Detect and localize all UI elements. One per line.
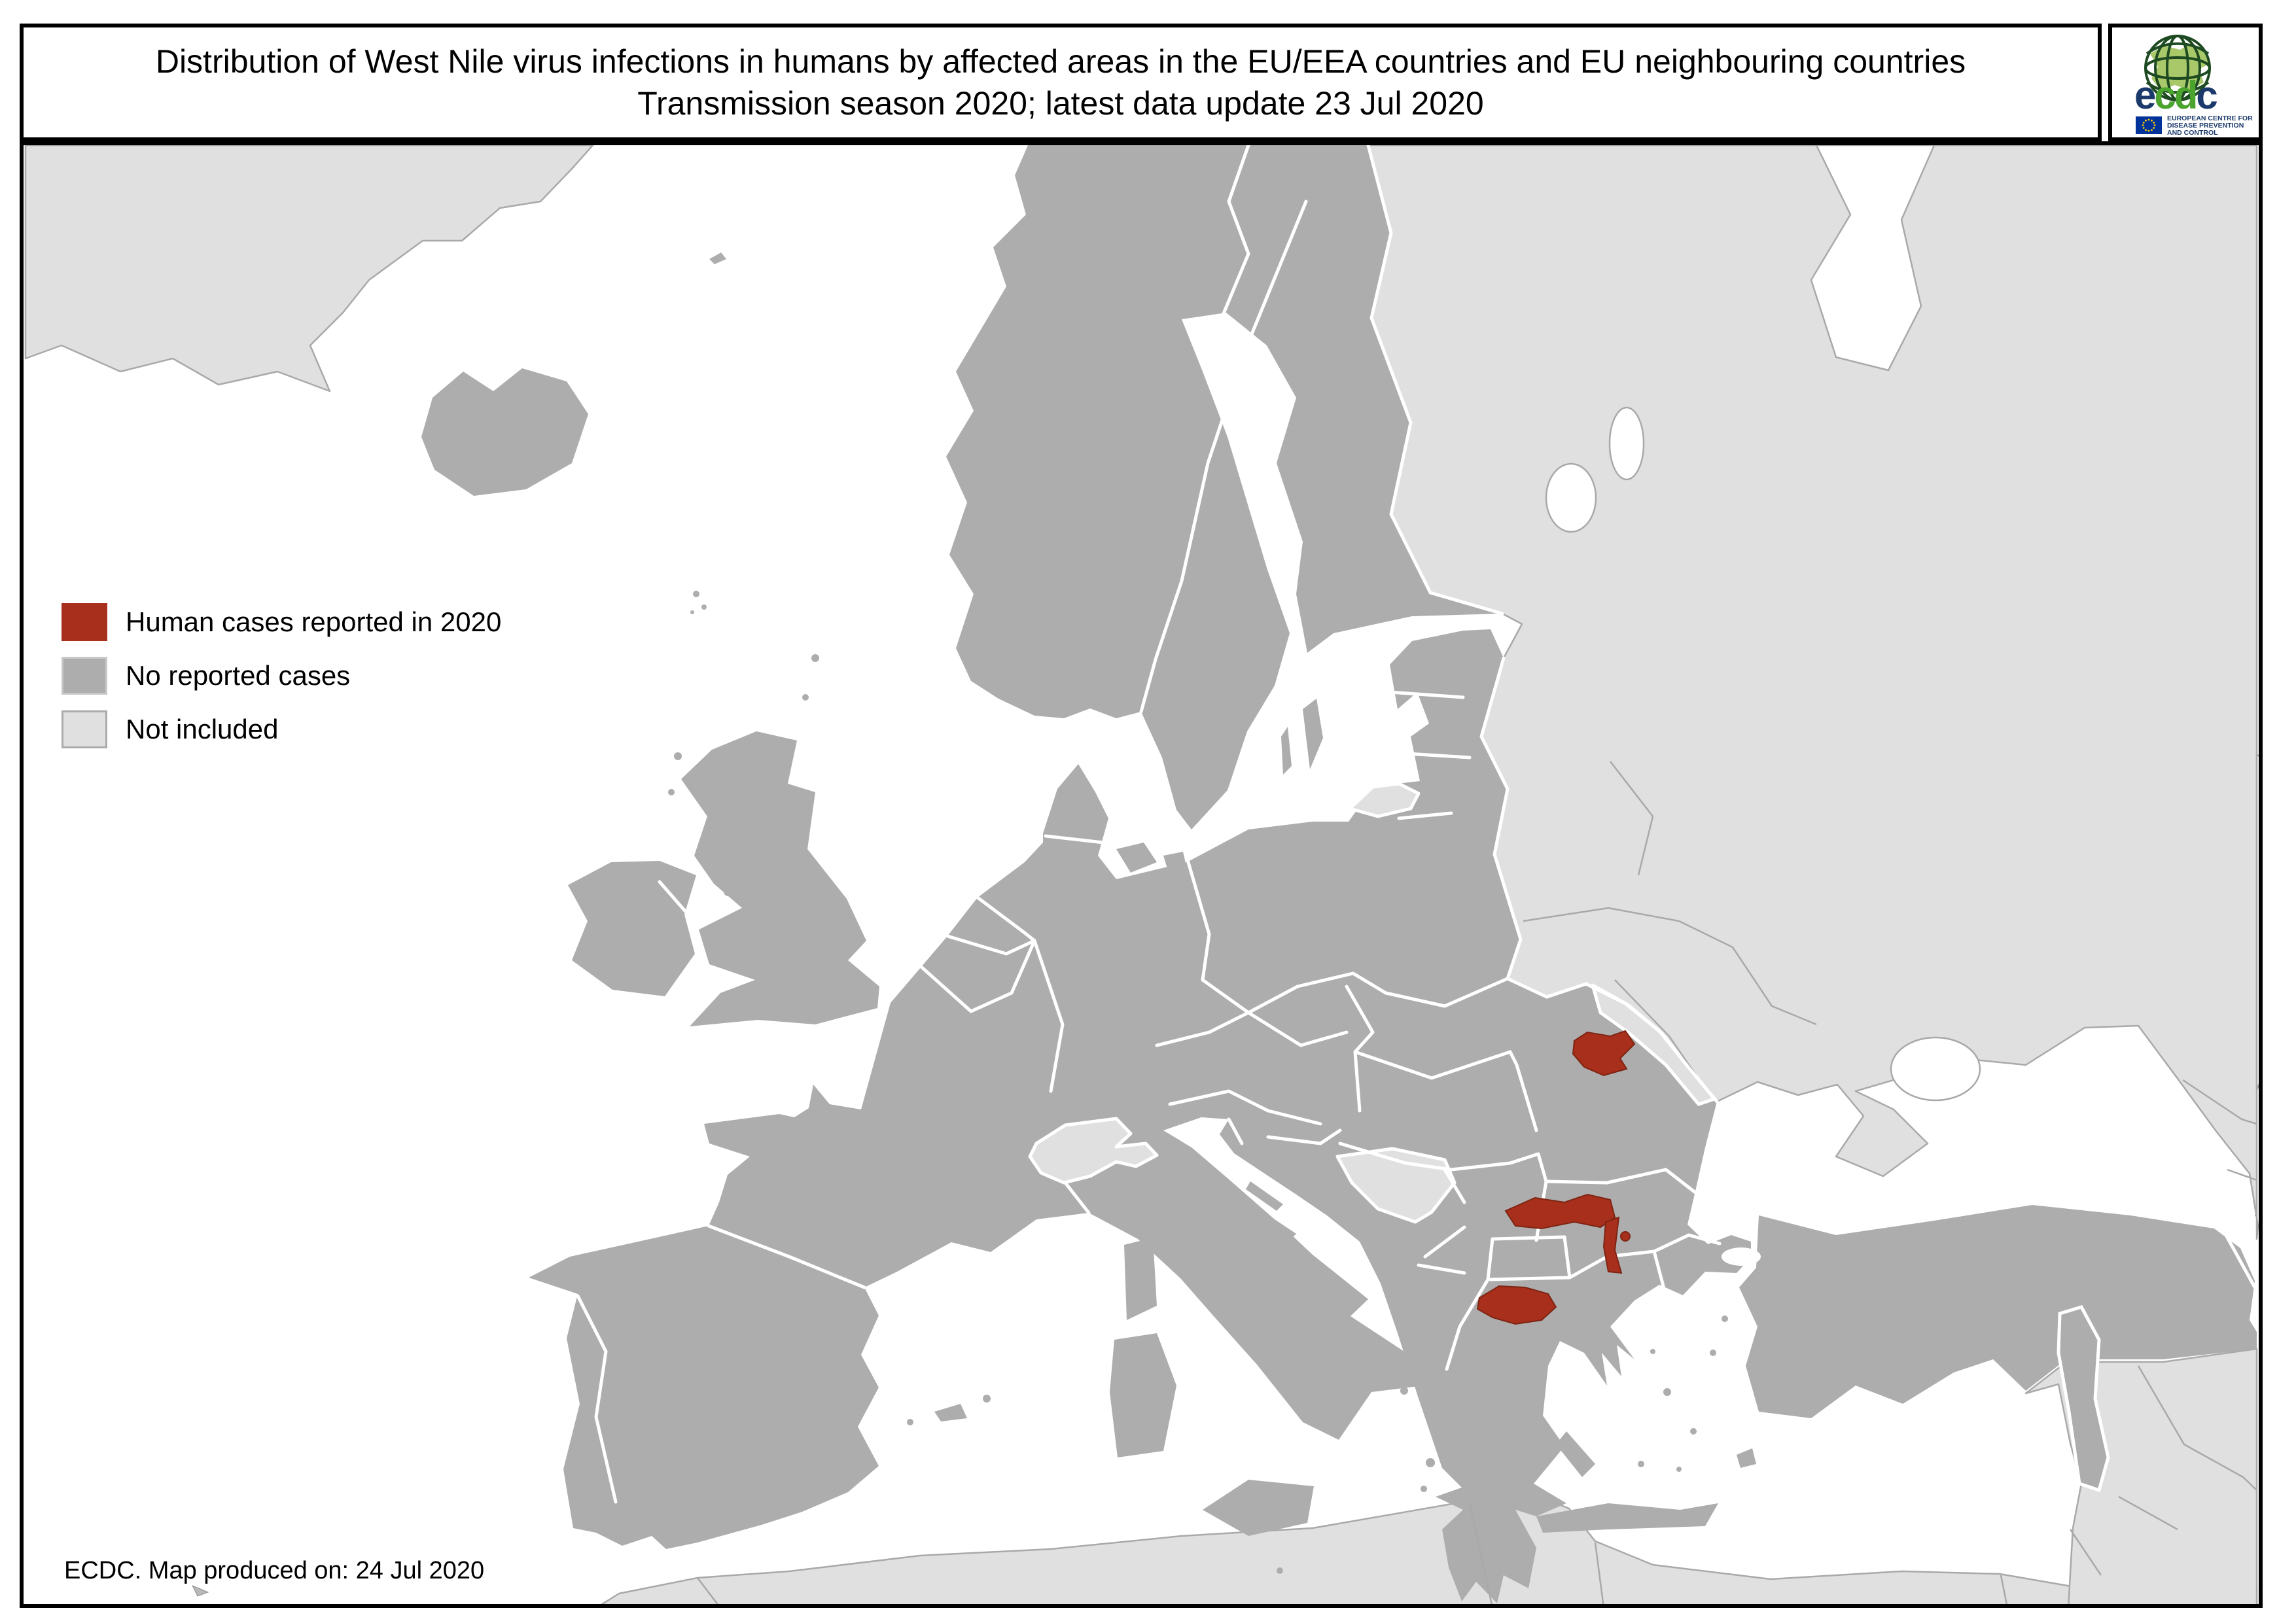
legend-label-no-cases: No reported cases bbox=[126, 660, 351, 691]
country-switzerland bbox=[1028, 1117, 1159, 1185]
sicily bbox=[1203, 1480, 1314, 1536]
ecdc-wordmark: ecdc bbox=[2134, 73, 2218, 117]
country-greenland bbox=[24, 145, 594, 392]
sardinia bbox=[1110, 1333, 1176, 1457]
legend-label-not-included: Not included bbox=[126, 714, 279, 744]
eu-flag-icon bbox=[2136, 116, 2162, 134]
europe-map bbox=[24, 145, 2259, 1604]
logo-box: ecdc EUROPEAN CENTRE FOR DISEASE PREVENT… bbox=[2108, 24, 2263, 141]
layer-borders-neighbor bbox=[697, 761, 2257, 1604]
country-iceland bbox=[421, 368, 588, 496]
country-uk bbox=[681, 731, 879, 1026]
layer-not-included-overlay bbox=[1028, 782, 1716, 1224]
legend-swatch-cases bbox=[62, 603, 107, 641]
layer-no-reported-cases bbox=[421, 145, 2257, 1603]
map-box: Human cases reported in 2020 No reported… bbox=[20, 141, 2263, 1608]
lake-onega bbox=[1608, 406, 1645, 481]
legend: Human cases reported in 2020 No reported… bbox=[62, 603, 501, 748]
case-region-evros bbox=[1602, 1216, 1623, 1274]
balearics bbox=[934, 1404, 967, 1421]
cyprus bbox=[1952, 1280, 2017, 1314]
region-kaliningrad bbox=[1348, 782, 1421, 818]
legend-item-not-included: Not included bbox=[62, 710, 501, 748]
crete bbox=[1536, 1503, 1718, 1533]
layer-borders-white bbox=[576, 145, 2257, 1504]
org-name: EUROPEAN CENTRE FOR DISEASE PREVENTION A… bbox=[2167, 114, 2253, 137]
legend-swatch-not-included bbox=[62, 710, 107, 748]
region-mainland-europe bbox=[529, 629, 1751, 1603]
case-region-bulgaria-south bbox=[1504, 1193, 1616, 1230]
jan-mayen bbox=[709, 253, 726, 264]
lake-ladoga bbox=[1545, 462, 1597, 533]
corsica bbox=[1124, 1238, 1157, 1320]
layer-not-included-base bbox=[24, 145, 2259, 1604]
legend-swatch-no-cases bbox=[62, 657, 107, 695]
page-title-line1: Distribution of West Nile virus infectio… bbox=[155, 43, 1966, 80]
white-sea bbox=[1810, 145, 1935, 372]
sea-of-marmara bbox=[1722, 1247, 1761, 1266]
mouse-cursor bbox=[191, 1585, 209, 1597]
sea-of-azov bbox=[1890, 1036, 1981, 1102]
case-region-romania-ne bbox=[1572, 1030, 1636, 1077]
country-ireland bbox=[568, 861, 696, 996]
ecdc-globe-icon bbox=[2144, 35, 2211, 101]
region-anatolia bbox=[1739, 1205, 2257, 1418]
rhodes bbox=[1737, 1448, 1756, 1468]
region-scandinavia bbox=[946, 145, 1502, 829]
case-region-dot bbox=[1620, 1231, 1631, 1242]
layer-sea-overlays bbox=[1545, 145, 2259, 1266]
legend-label-cases: Human cases reported in 2020 bbox=[126, 606, 502, 637]
page-title-line2: Transmission season 2020; latest data up… bbox=[637, 85, 1484, 122]
legend-item-no-cases: No reported cases bbox=[62, 657, 501, 695]
footer-note: ECDC. Map produced on: 24 Jul 2020 bbox=[64, 1557, 485, 1584]
layer-human-cases bbox=[1476, 1030, 1636, 1325]
title-box: Distribution of West Nile virus infectio… bbox=[20, 24, 2102, 141]
region-levant-strip bbox=[2057, 1305, 2110, 1493]
caspian-sea bbox=[2255, 754, 2259, 1090]
case-region-greece-north bbox=[1476, 1285, 1557, 1325]
region-russia-east bbox=[1367, 145, 2259, 1240]
euboea bbox=[1556, 1431, 1595, 1477]
legend-item-cases: Human cases reported in 2020 bbox=[62, 603, 501, 641]
